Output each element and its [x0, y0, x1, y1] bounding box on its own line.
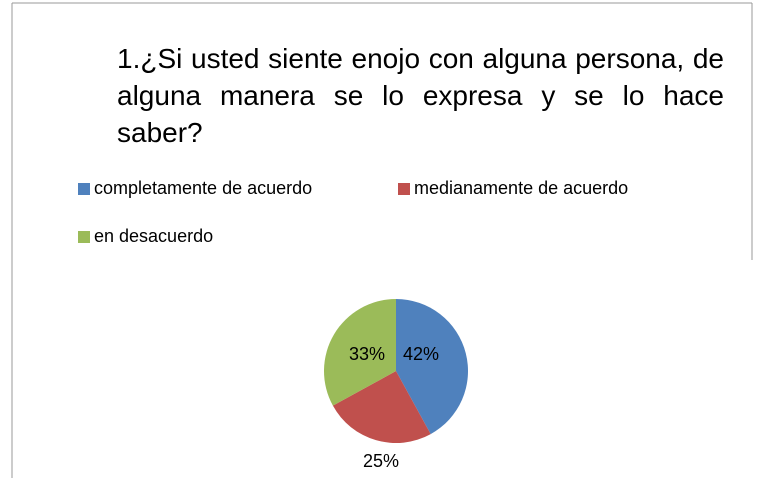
- pie-slice: [396, 299, 469, 435]
- chart-title: 1.¿Si usted siente enojo con alguna pers…: [117, 43, 724, 148]
- legend-label: completamente de acuerdo: [94, 178, 313, 198]
- legend-item: en desacuerdo: [78, 226, 213, 247]
- data-label: 42%: [403, 344, 439, 364]
- pie-slice: [332, 371, 431, 443]
- legend-swatch: [78, 182, 90, 195]
- legend-label: medianamente de acuerdo: [414, 178, 629, 198]
- pie-slice: [324, 299, 396, 406]
- legend-swatch: [78, 230, 90, 243]
- legend-label: en desacuerdo: [94, 226, 214, 246]
- data-label: 25%: [363, 451, 399, 471]
- legend-item: medianamente de acuerdo: [398, 178, 628, 199]
- data-label: 33%: [349, 344, 385, 364]
- legend-item: completamente de acuerdo: [78, 178, 312, 199]
- legend-swatch: [398, 182, 410, 195]
